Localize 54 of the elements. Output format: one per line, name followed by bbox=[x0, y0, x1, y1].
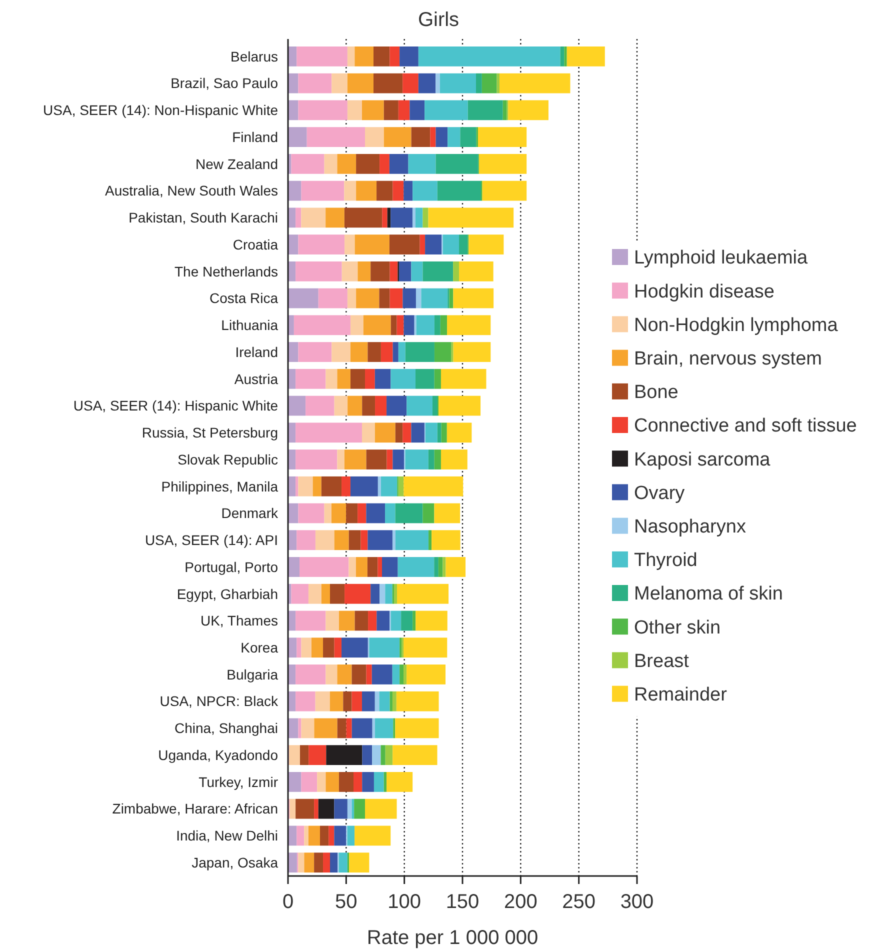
y-tick-label: Costa Rica bbox=[210, 290, 278, 306]
legend-label: Hodgkin disease bbox=[634, 281, 774, 302]
legend-label: Lymphoid leukaemia bbox=[634, 248, 808, 269]
y-tick-label: Pakistan, South Karachi bbox=[128, 210, 278, 226]
y-tick-label: Denmark bbox=[221, 505, 279, 522]
y-tick-label: Belarus bbox=[230, 48, 278, 64]
chart-title: Girls bbox=[418, 9, 460, 31]
y-tick-label: USA, SEER (14): Hispanic White bbox=[73, 398, 278, 414]
legend-label: Other skin bbox=[634, 617, 721, 638]
y-tick-label: Uganda, Kyadondo bbox=[158, 746, 278, 763]
y-tick-label: Russia, St Petersburg bbox=[142, 424, 278, 441]
y-tick-label: The Netherlands bbox=[174, 263, 278, 280]
y-tick-label: Zimbabwe, Harare: African bbox=[112, 800, 278, 817]
legend-label: Bone bbox=[634, 382, 678, 404]
y-tick-label: Philippines, Manila bbox=[161, 478, 278, 494]
y-tick-label: USA, SEER (14): API bbox=[144, 532, 278, 548]
y-tick-label: Australia, New South Wales bbox=[105, 182, 278, 199]
y-tick-label: India, New Delhi bbox=[176, 828, 278, 844]
y-tick-label: Slovak Republic bbox=[178, 451, 278, 468]
y-tick-label: Croatia bbox=[232, 236, 278, 252]
y-tick-label: Lithuania bbox=[221, 317, 278, 334]
y-tick-label: Turkey, Izmir bbox=[198, 774, 278, 790]
x-tick-label: 250 bbox=[562, 891, 596, 913]
legend-label: Remainder bbox=[634, 684, 728, 706]
y-tick-label: USA, SEER (14): Non-Hispanic White bbox=[43, 102, 278, 118]
legend-label: Nasopharynx bbox=[634, 516, 746, 538]
x-tick-label: 300 bbox=[620, 891, 654, 913]
y-tick-label: China, Shanghai bbox=[174, 720, 278, 736]
legend-label: Kaposi sarcoma bbox=[634, 449, 771, 470]
x-tick-label: 50 bbox=[335, 891, 358, 913]
y-tick-label: Portugal, Porto bbox=[184, 558, 278, 575]
y-tick-label: Japan, Osaka bbox=[192, 854, 278, 870]
y-tick-label: Austria bbox=[234, 370, 278, 387]
legend-label: Connective and soft tissue bbox=[634, 416, 857, 437]
y-tick-label: Brazil, Sao Paulo bbox=[170, 75, 278, 92]
legend-label: Breast bbox=[634, 650, 690, 672]
legend-label: Ovary bbox=[634, 482, 686, 504]
y-tick-label: Finland bbox=[232, 128, 278, 145]
y-tick-label: Ireland bbox=[235, 344, 278, 360]
y-tick-label: UK, Thames bbox=[200, 612, 278, 629]
legend-label: Melanoma of skin bbox=[634, 584, 783, 605]
y-tick-label: Bulgaria bbox=[226, 666, 278, 682]
x-axis-title: Rate per 1 000 000 bbox=[366, 927, 538, 949]
legend-label: Thyroid bbox=[634, 550, 698, 572]
x-tick-label: 0 bbox=[282, 891, 294, 913]
y-tick-label: Korea bbox=[240, 639, 278, 656]
x-tick-label: 200 bbox=[504, 891, 538, 913]
y-tick-label: Egypt, Gharbiah bbox=[176, 586, 278, 602]
x-tick-label: 100 bbox=[388, 891, 422, 913]
y-tick-label: USA, NPCR: Black bbox=[160, 693, 279, 710]
legend-label: Non-Hodgkin lymphoma bbox=[634, 314, 838, 336]
legend-label: Brain, nervous system bbox=[634, 348, 822, 370]
x-tick-label: 150 bbox=[446, 891, 480, 913]
y-tick-label: New Zealand bbox=[196, 156, 278, 172]
